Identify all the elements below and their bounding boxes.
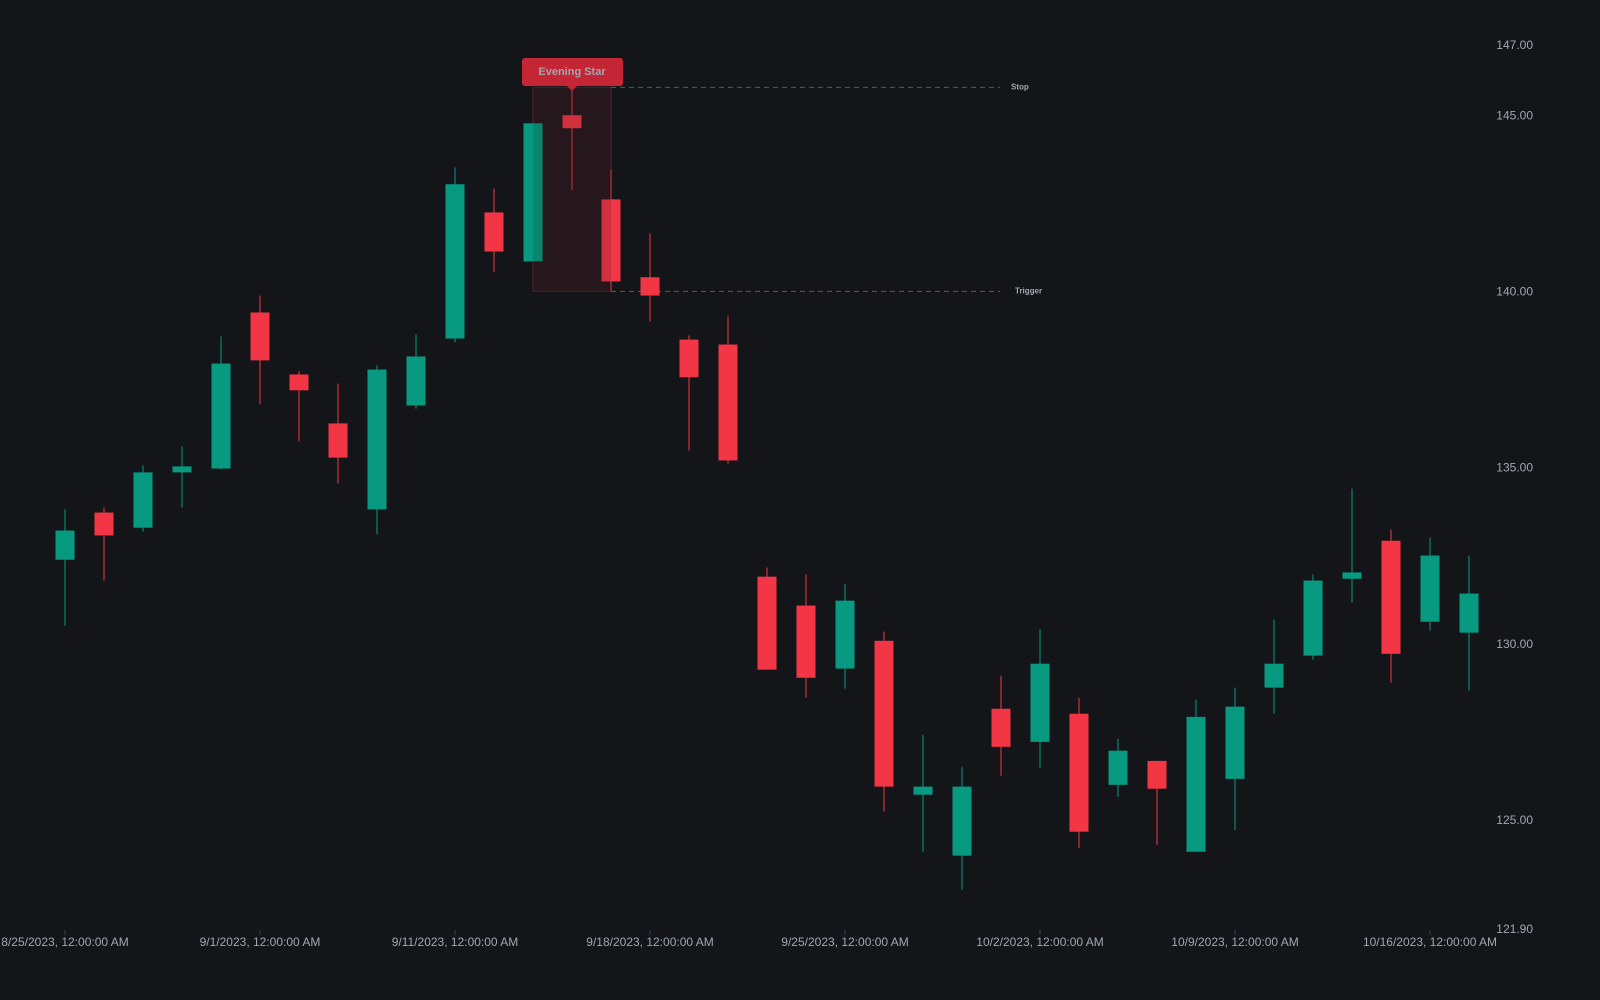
candle-body bbox=[523, 123, 543, 262]
y-tick-label: 145.00 bbox=[1496, 108, 1533, 122]
trigger-label: Trigger bbox=[1015, 286, 1042, 295]
candle-body bbox=[952, 786, 972, 856]
x-tick-label: 10/16/2023, 12:00:00 AM bbox=[1363, 935, 1497, 949]
candle-body bbox=[289, 374, 309, 391]
candle-body bbox=[328, 423, 348, 458]
candle-body bbox=[55, 530, 75, 560]
candle-body bbox=[1303, 580, 1323, 656]
candle-body bbox=[796, 605, 816, 678]
candle-body bbox=[1381, 540, 1401, 654]
x-tick-label: 10/2/2023, 12:00:00 AM bbox=[976, 935, 1103, 949]
x-tick-label: 9/1/2023, 12:00:00 AM bbox=[200, 935, 321, 949]
candle-body bbox=[367, 369, 387, 510]
candle-body bbox=[640, 277, 660, 296]
candle-body bbox=[1459, 593, 1479, 633]
candle-body bbox=[1264, 663, 1284, 688]
x-tick-label: 9/11/2023, 12:00:00 AM bbox=[392, 935, 519, 949]
x-tick-label: 9/18/2023, 12:00:00 AM bbox=[586, 935, 713, 949]
y-tick-label: 130.00 bbox=[1496, 637, 1533, 651]
x-tick-label: 10/9/2023, 12:00:00 AM bbox=[1171, 935, 1298, 949]
y-tick-label: 121.90 bbox=[1496, 922, 1533, 936]
candle-body bbox=[1342, 572, 1362, 579]
y-tick-label: 125.00 bbox=[1496, 813, 1533, 827]
y-tick-label: 135.00 bbox=[1496, 461, 1533, 475]
candle-body bbox=[1420, 555, 1440, 622]
candle-body bbox=[835, 600, 855, 669]
candle-body bbox=[1186, 716, 1206, 852]
candle-body bbox=[679, 339, 699, 378]
candle-body bbox=[133, 472, 153, 528]
candle-body bbox=[718, 344, 738, 461]
candle-body bbox=[1108, 750, 1128, 785]
candle-body bbox=[601, 199, 621, 282]
candle-body bbox=[1030, 663, 1050, 742]
candle-body bbox=[1147, 760, 1167, 789]
candle-body bbox=[172, 466, 192, 473]
candle-body bbox=[250, 312, 270, 361]
candle-body bbox=[484, 212, 504, 252]
candle-body bbox=[913, 786, 933, 795]
candle-body bbox=[211, 363, 231, 469]
pattern-overlay bbox=[533, 87, 611, 292]
candle-body bbox=[757, 576, 777, 670]
y-tick-label: 140.00 bbox=[1496, 285, 1533, 299]
candle-body bbox=[991, 708, 1011, 747]
y-tick-label: 147.00 bbox=[1496, 38, 1533, 52]
candle-body bbox=[445, 184, 465, 339]
candle-body bbox=[1069, 713, 1089, 832]
candle-body bbox=[406, 356, 426, 406]
pattern-label-pointer bbox=[567, 86, 577, 91]
x-tick-label: 9/25/2023, 12:00:00 AM bbox=[781, 935, 908, 949]
pattern-label: Evening Star bbox=[538, 66, 606, 78]
candle-body bbox=[1225, 706, 1245, 779]
pattern-label-box bbox=[522, 58, 623, 86]
candle-body bbox=[562, 115, 582, 129]
stop-label: Stop bbox=[1011, 82, 1029, 91]
x-tick-label: 8/25/2023, 12:00:00 AM bbox=[1, 935, 128, 949]
candle-body bbox=[94, 512, 114, 536]
candle-body bbox=[874, 640, 894, 787]
